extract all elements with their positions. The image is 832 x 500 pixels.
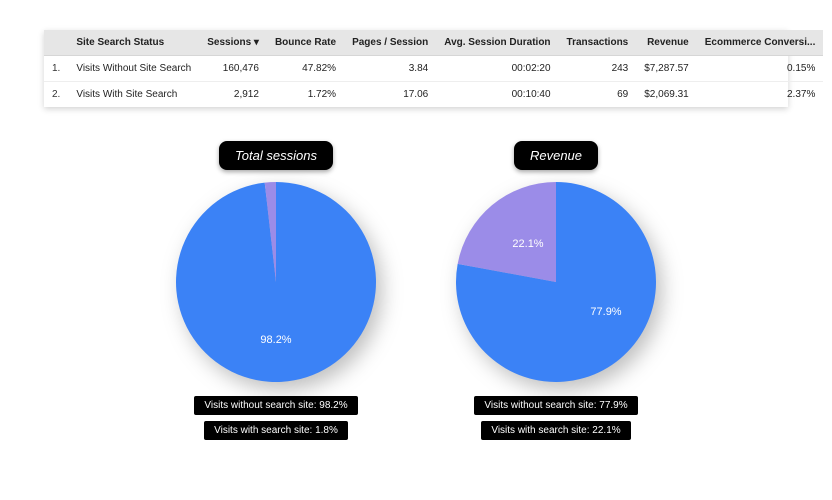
pie-slice-label: 98.2% <box>260 334 291 346</box>
col-header-duration[interactable]: Avg. Session Duration <box>436 30 558 56</box>
legend-item: Visits with search site: 22.1% <box>481 421 630 440</box>
cell-sessions: 160,476 <box>199 56 267 82</box>
cell-transactions: 69 <box>559 82 637 108</box>
sessions-chart: Total sessions 98.2% Visits without sear… <box>176 141 376 440</box>
table-row[interactable]: 2. Visits With Site Search 2,912 1.72% 1… <box>44 82 823 108</box>
col-header-transactions[interactable]: Transactions <box>559 30 637 56</box>
cell-ecr: 2.37% <box>697 82 824 108</box>
pie-slice-label: 22.1% <box>512 238 543 250</box>
revenue-chart: Revenue 77.9% 22.1% Visits without search… <box>456 141 656 440</box>
legend-item: Visits without search site: 77.9% <box>474 396 637 415</box>
legend-item: Visits with search site: 1.8% <box>204 421 348 440</box>
col-header-index <box>44 30 68 56</box>
chart-title-chip: Total sessions <box>219 141 333 170</box>
revenue-pie <box>456 182 656 382</box>
cell-transactions: 243 <box>559 56 637 82</box>
col-header-status[interactable]: Site Search Status <box>68 30 199 56</box>
col-header-pps[interactable]: Pages / Session <box>344 30 436 56</box>
cell-bounce: 47.82% <box>267 56 344 82</box>
chart-title-chip: Revenue <box>514 141 598 170</box>
col-header-sessions[interactable]: Sessions ▾ <box>199 30 267 56</box>
cell-sessions: 2,912 <box>199 82 267 108</box>
cell-ecr: 0.15% <box>697 56 824 82</box>
cell-index: 1. <box>44 56 68 82</box>
cell-status: Visits Without Site Search <box>68 56 199 82</box>
legend-item: Visits without search site: 98.2% <box>194 396 357 415</box>
col-header-revenue[interactable]: Revenue <box>636 30 697 56</box>
cell-status: Visits With Site Search <box>68 82 199 108</box>
cell-duration: 00:02:20 <box>436 56 558 82</box>
cell-duration: 00:10:40 <box>436 82 558 108</box>
cell-bounce: 1.72% <box>267 82 344 108</box>
col-header-ecr[interactable]: Ecommerce Conversi... <box>697 30 824 56</box>
cell-revenue: $2,069.31 <box>636 82 697 108</box>
sessions-pie <box>176 182 376 382</box>
cell-index: 2. <box>44 82 68 108</box>
cell-pps: 3.84 <box>344 56 436 82</box>
col-header-bounce[interactable]: Bounce Rate <box>267 30 344 56</box>
search-status-table: Site Search Status Sessions ▾ Bounce Rat… <box>44 30 788 107</box>
cell-pps: 17.06 <box>344 82 436 108</box>
table-row[interactable]: 1. Visits Without Site Search 160,476 47… <box>44 56 823 82</box>
pie-slice-label: 77.9% <box>590 306 621 318</box>
cell-revenue: $7,287.57 <box>636 56 697 82</box>
